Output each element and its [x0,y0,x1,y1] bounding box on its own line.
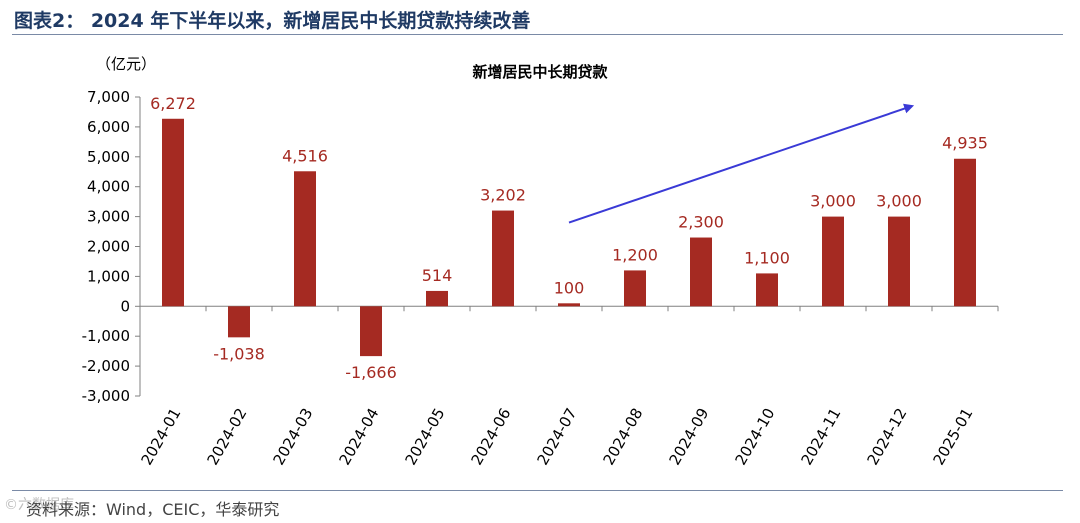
data-label: 100 [554,278,585,297]
figure-title: 图表2： 2024 年下半年以来，新增居民中长期贷款持续改善 [14,10,531,32]
bar [294,171,316,307]
x-tick-label: 2024-08 [600,405,647,468]
data-label: 3,000 [876,192,922,211]
data-label: 4,516 [282,146,328,165]
y-unit-label: （亿元） [96,55,156,73]
watermark: ©六数据库 [4,497,74,513]
data-label: 1,100 [744,248,790,267]
bar [690,237,712,307]
y-tick-label: 2,000 [87,238,130,256]
data-label: 2,300 [678,213,724,232]
source-note: 资料来源：Wind，CEIC，华泰研究 [26,500,280,519]
x-tick-label: 2024-06 [468,405,515,468]
y-tick-label: -3,000 [82,387,130,405]
data-label: 1,200 [612,245,658,264]
x-tick-label: 2024-10 [732,405,779,468]
x-tick-label: 2024-05 [402,405,449,468]
y-tick-label: 0 [120,297,130,315]
bar [162,118,184,307]
y-tick-label: 4,000 [87,178,130,196]
data-label: 514 [422,266,453,285]
bar [426,290,448,307]
x-tick-label: 2024-03 [270,405,317,468]
trend-arrow [568,103,915,224]
x-tick-label: 2024-12 [864,405,911,468]
x-tick-label: 2024-04 [336,405,383,468]
y-tick-label: 7,000 [87,88,130,106]
bar [822,216,844,307]
bar [756,273,778,307]
y-tick-label: -1,000 [82,327,130,345]
data-label: 3,000 [810,192,856,211]
chart: 新增居民中长期贷款 （亿元） 6,272 -1,038 4,516 -1,666 514… [82,55,999,468]
y-tick-label: 3,000 [87,208,130,226]
x-tick-label: 2024-11 [798,405,845,468]
data-label: -1,666 [345,363,397,382]
bars-group [162,118,976,357]
annotation-group [568,103,915,224]
x-tick-label: 2024-09 [666,405,713,468]
y-tick-label: -2,000 [82,357,130,375]
x-tick-label: 2025-01 [930,405,977,468]
chart-title: 新增居民中长期贷款 [472,63,608,81]
y-tick-label: 6,000 [87,118,130,136]
x-tick-labels-group: 2024-01 2024-02 2024-03 2024-04 2024-05 2024-… [138,405,977,468]
data-label: 6,272 [150,94,196,113]
data-label: 4,935 [942,134,988,153]
data-label: 3,202 [480,186,526,205]
bar [492,210,514,307]
y-tick-label: 5,000 [87,148,130,166]
bar [558,303,580,307]
x-tick-label: 2024-01 [138,405,185,468]
x-tick-label: 2024-07 [534,405,581,468]
y-tick-label: 1,000 [87,267,130,285]
bar [228,306,250,338]
bar [624,270,646,307]
y-tick-labels-group: 7,000 6,000 5,000 4,000 3,000 2,000 1,000 0 -1,0… [82,88,130,405]
data-label: -1,038 [213,344,265,363]
data-labels-group: 6,272 -1,038 4,516 -1,666 514 3,202 100 1,200 2,… [150,94,988,382]
bar [888,216,910,307]
bar [954,158,976,307]
bottom-divider [12,490,1063,491]
bar [360,306,382,357]
x-tick-label: 2024-02 [204,405,251,468]
top-divider [12,34,1063,35]
